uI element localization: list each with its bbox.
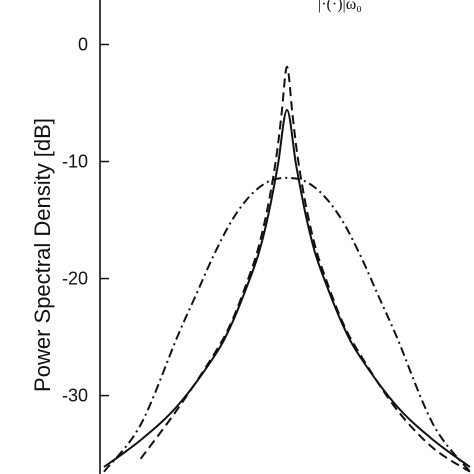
legend-text-fragment: |·(·)|ω₀ bbox=[318, 0, 362, 13]
y-tick-label: -20 bbox=[62, 269, 88, 289]
y-tick-label: -30 bbox=[62, 386, 88, 406]
y-axis-label: Power Spectral Density [dB] bbox=[30, 118, 55, 392]
y-tick-label: 0 bbox=[78, 34, 88, 54]
y-tick-label: -10 bbox=[62, 152, 88, 172]
y-ticks: 0 -10 -20 -30 bbox=[62, 34, 109, 406]
series-line-solid bbox=[103, 109, 471, 468]
series-line-dashed bbox=[139, 65, 471, 473]
series-lines bbox=[103, 65, 471, 473]
series-line-dash-dot bbox=[103, 176, 471, 473]
